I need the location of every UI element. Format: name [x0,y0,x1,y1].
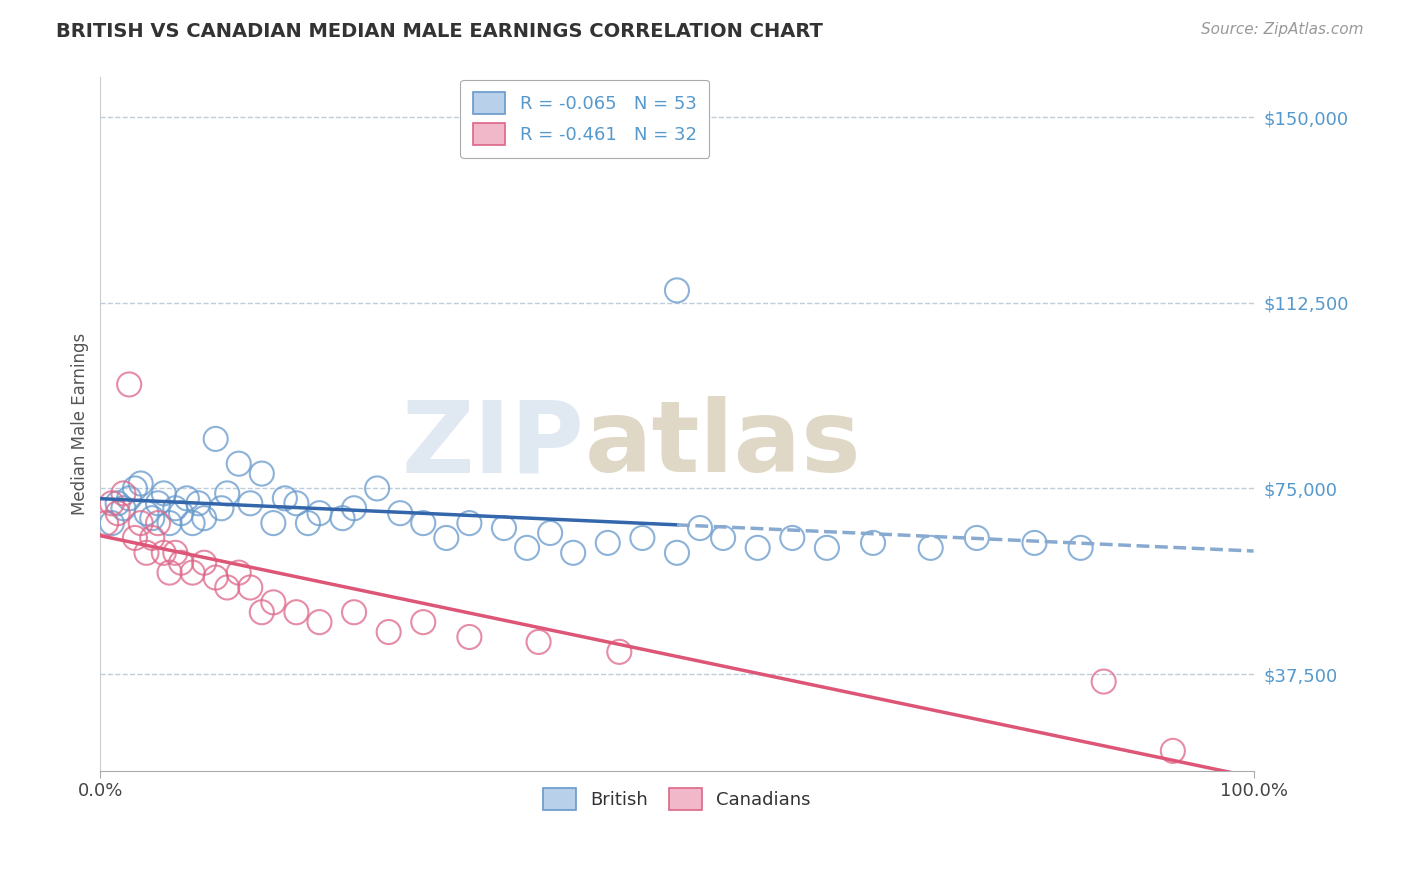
Point [862,536,884,550]
Point [389,506,412,520]
Point [458,516,481,530]
Point [815,541,838,555]
Text: BRITISH VS CANADIAN MEDIAN MALE EARNINGS CORRELATION CHART: BRITISH VS CANADIAN MEDIAN MALE EARNINGS… [56,22,823,41]
Point [181,516,204,530]
Point [711,531,734,545]
Point [782,531,804,545]
Text: ZIP: ZIP [402,396,585,493]
Point [170,556,193,570]
Point [377,625,399,640]
Point [204,432,226,446]
Point [665,546,688,560]
Point [527,635,550,649]
Point [285,605,308,619]
Point [343,501,366,516]
Point [193,511,215,525]
Point [297,516,319,530]
Point [250,467,273,481]
Point [631,531,654,545]
Point [747,541,769,555]
Point [129,516,152,530]
Point [228,566,250,580]
Point [146,516,169,530]
Point [285,496,308,510]
Point [596,536,619,550]
Point [129,476,152,491]
Point [141,531,163,545]
Point [112,501,135,516]
Legend: British, Canadians: British, Canadians [529,773,825,824]
Point [135,546,157,560]
Point [181,566,204,580]
Point [107,496,129,510]
Point [101,496,124,510]
Point [165,501,187,516]
Point [209,501,232,516]
Point [124,482,146,496]
Point [152,486,174,500]
Point [159,566,181,580]
Point [187,496,209,510]
Point [308,615,330,629]
Point [193,556,215,570]
Point [1161,744,1184,758]
Point [920,541,942,555]
Point [262,516,284,530]
Point [228,457,250,471]
Point [516,541,538,555]
Point [94,516,117,530]
Point [274,491,297,506]
Point [412,615,434,629]
Point [152,546,174,560]
Point [250,605,273,619]
Point [262,595,284,609]
Point [217,581,239,595]
Point [204,571,226,585]
Text: Source: ZipAtlas.com: Source: ZipAtlas.com [1201,22,1364,37]
Point [665,284,688,298]
Point [332,511,354,525]
Point [966,531,988,545]
Point [689,521,711,535]
Point [1092,674,1115,689]
Point [1024,536,1046,550]
Point [458,630,481,644]
Point [101,516,124,530]
Point [308,506,330,520]
Point [343,605,366,619]
Point [112,486,135,500]
Text: atlas: atlas [585,396,862,493]
Point [492,521,515,535]
Point [118,491,141,506]
Point [217,486,239,500]
Point [538,526,561,541]
Point [159,516,181,530]
Point [146,496,169,510]
Point [107,506,129,520]
Point [607,645,630,659]
Point [141,511,163,525]
Point [124,531,146,545]
Point [135,506,157,520]
Point [239,581,262,595]
Point [1070,541,1092,555]
Point [176,491,198,506]
Point [412,516,434,530]
Point [366,482,388,496]
Point [118,377,141,392]
Point [239,496,262,510]
Y-axis label: Median Male Earnings: Median Male Earnings [72,333,89,516]
Point [562,546,585,560]
Point [170,506,193,520]
Point [165,546,187,560]
Point [434,531,457,545]
